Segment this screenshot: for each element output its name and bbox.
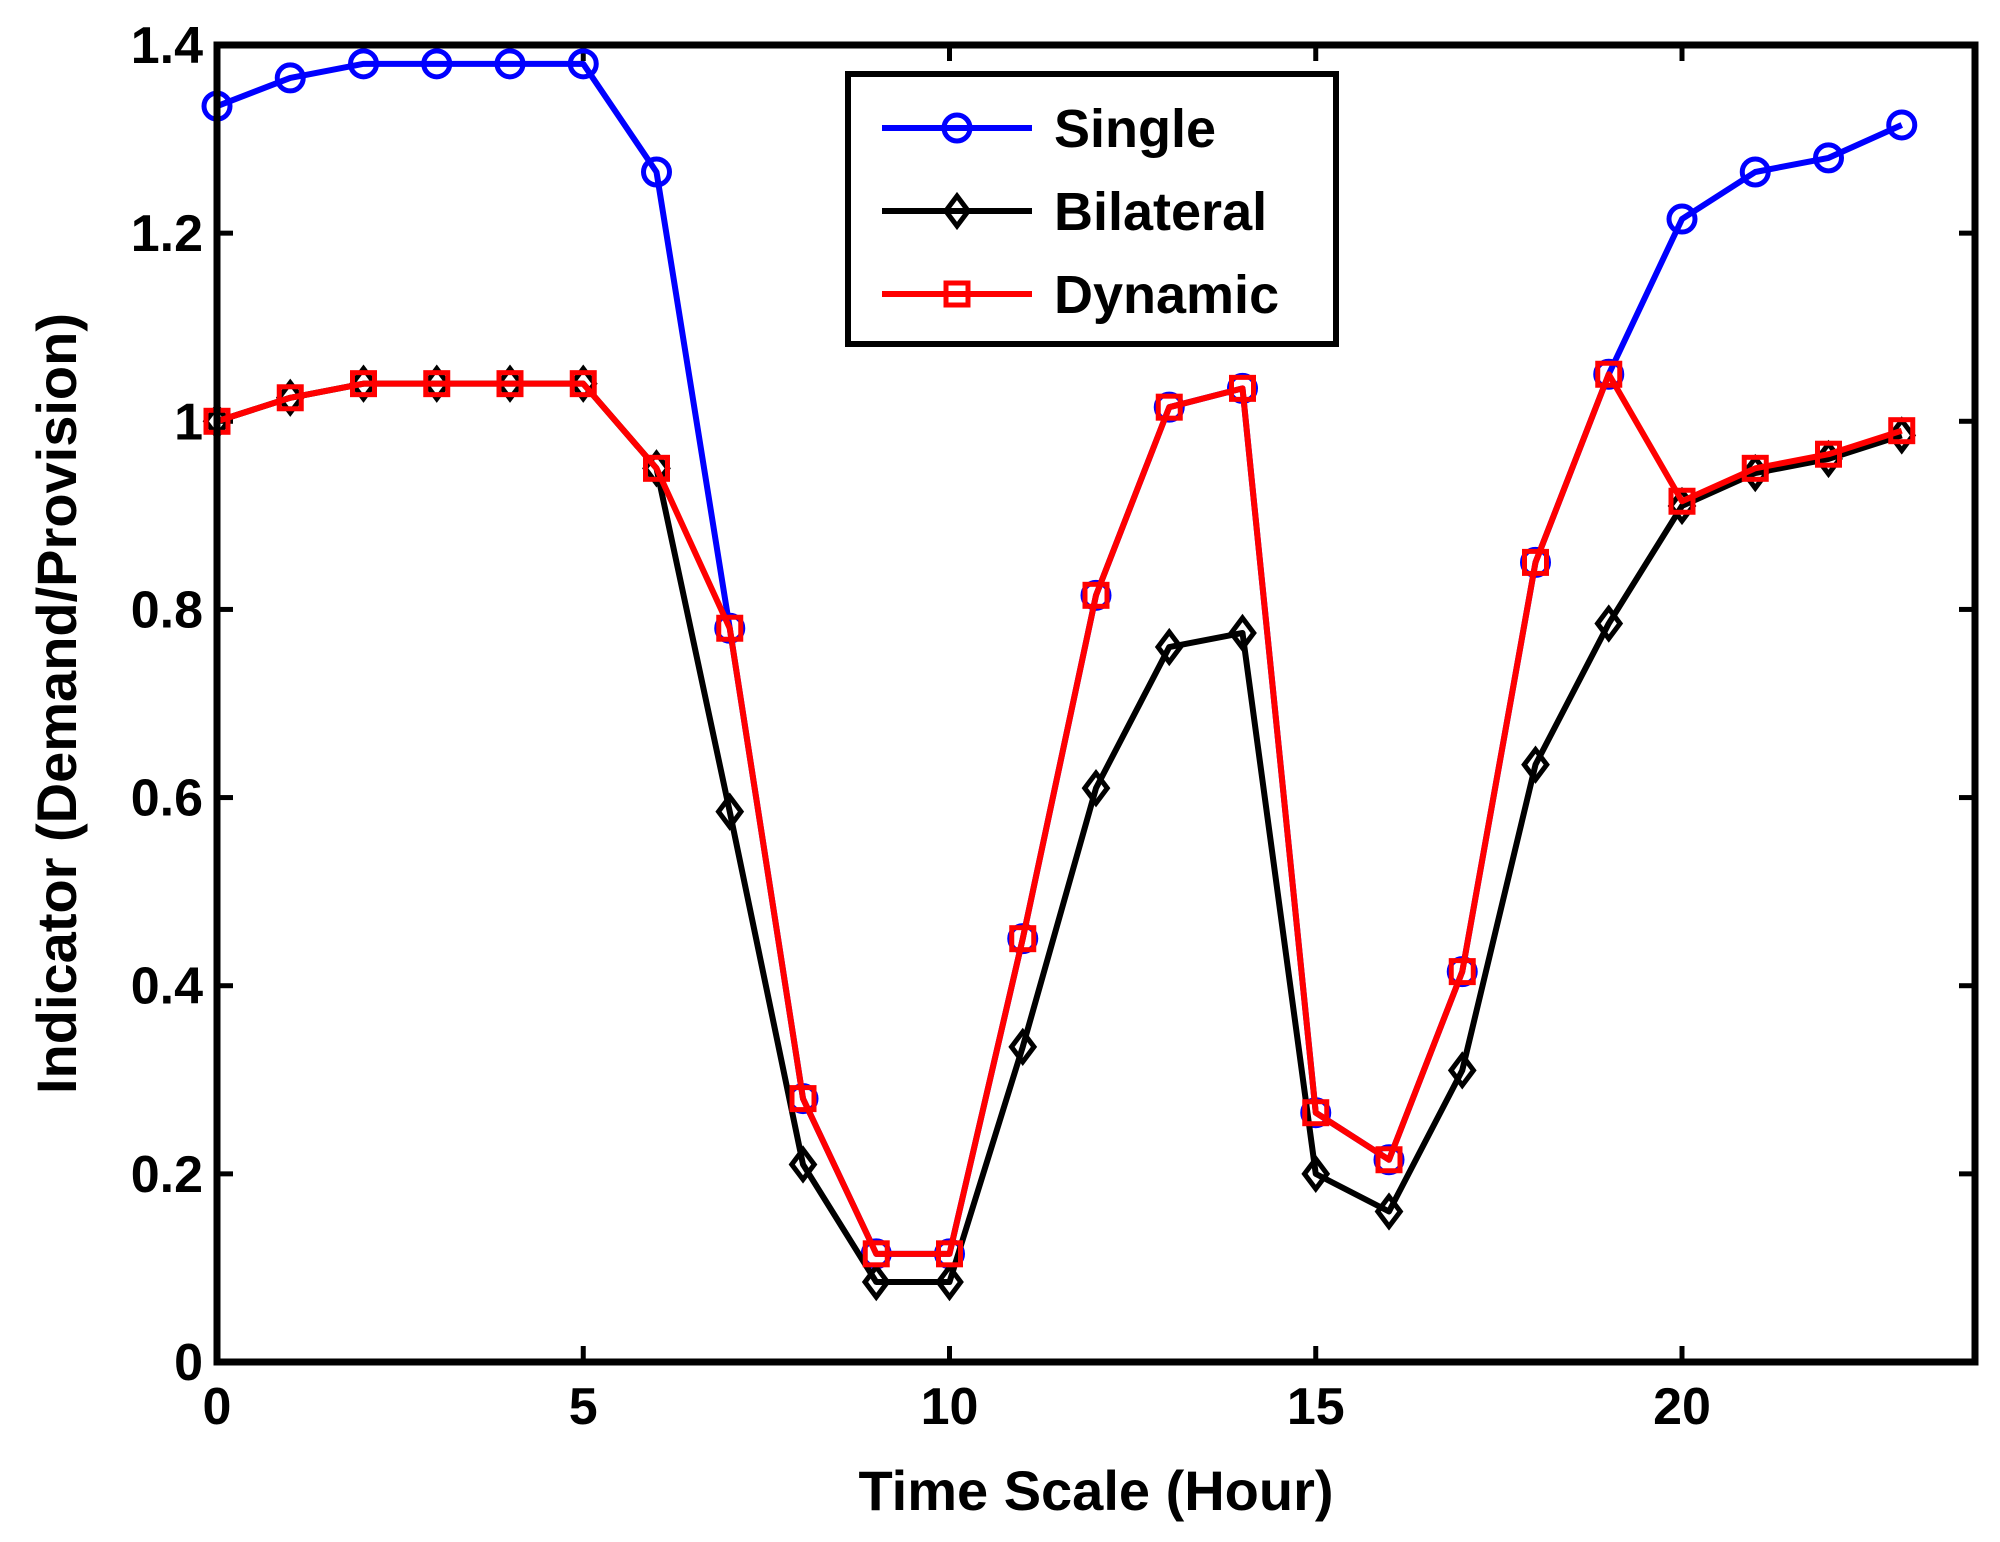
legend-marker	[943, 280, 971, 308]
data-point-dynamic	[643, 454, 670, 482]
data-point-dynamic	[1302, 1099, 1330, 1127]
legend-label: Dynamic	[1054, 265, 1279, 325]
legend: Single Bilateral Dynamic	[845, 71, 1339, 347]
data-point-dynamic	[1448, 958, 1476, 986]
data-point-dynamic	[1082, 581, 1110, 609]
x-axis-label: Time Scale (Hour)	[858, 1459, 1333, 1522]
axis-ticks: 0 5 10 15 20 0 0.2 0.4 0.6 0.8 1 1.2 1.4	[131, 17, 1975, 1436]
legend-marker	[941, 112, 973, 144]
data-point-single	[641, 156, 672, 188]
legend-item-dynamic: Dynamic	[882, 265, 1279, 325]
legend-label: Single	[1054, 99, 1216, 159]
data-point-bilateral	[1301, 1154, 1331, 1194]
axes-frame	[213, 41, 1979, 1366]
data-point-bilateral	[1374, 1192, 1404, 1231]
data-point-single	[421, 48, 453, 80]
x-tick-label: 5	[569, 1378, 598, 1436]
data-point-bilateral	[1594, 604, 1624, 643]
data-point-dynamic	[1375, 1146, 1403, 1174]
data-point-dynamic	[423, 370, 451, 398]
data-point-bilateral	[349, 364, 378, 403]
data-point-dynamic	[350, 370, 377, 398]
data-point-single	[348, 48, 379, 80]
legend-marker	[942, 191, 972, 231]
data-point-dynamic	[496, 370, 524, 398]
data-point-dynamic	[1522, 548, 1549, 576]
legend-item-single: Single	[882, 99, 1216, 159]
data-point-dynamic	[276, 384, 304, 412]
legend-item-bilateral: Bilateral	[882, 182, 1267, 242]
data-point-bilateral	[495, 364, 525, 403]
y-tick-label: 1	[174, 393, 203, 451]
data-point-bilateral	[1008, 1027, 1038, 1067]
data-point-dynamic	[1155, 393, 1183, 421]
data-point-single	[567, 48, 599, 80]
series-dynamic	[203, 360, 1916, 1268]
data-point-dynamic	[1668, 487, 1696, 515]
data-point-single	[1666, 203, 1698, 235]
data-point-dynamic	[789, 1085, 817, 1113]
data-point-dynamic	[1229, 374, 1256, 402]
data-point-bilateral	[1521, 745, 1550, 784]
y-tick-label: 0.6	[131, 770, 203, 828]
data-point-dynamic	[1888, 417, 1916, 445]
data-point-bilateral	[568, 364, 598, 403]
data-point-dynamic	[1009, 925, 1037, 953]
data-point-dynamic	[1815, 440, 1842, 468]
data-point-dynamic	[569, 370, 597, 398]
y-axis-label: Indicator (Demand/Provision)	[25, 313, 88, 1094]
y-tick-label: 0.8	[131, 581, 203, 639]
x-tick-label: 20	[1653, 1378, 1711, 1436]
series-group	[201, 48, 1918, 1302]
legend-box	[845, 71, 1339, 347]
data-point-bilateral	[935, 1262, 964, 1302]
y-tick-label: 0.2	[131, 1146, 203, 1204]
data-point-bilateral	[1447, 1051, 1477, 1090]
data-point-bilateral	[788, 1145, 818, 1184]
x-tick-label: 15	[1287, 1378, 1345, 1436]
data-point-single	[1886, 109, 1918, 141]
y-tick-label: 0.4	[131, 958, 203, 1016]
data-point-bilateral	[861, 1262, 891, 1302]
series-line-dynamic	[216, 371, 1903, 1257]
data-point-bilateral	[1228, 613, 1257, 653]
data-point-dynamic	[1595, 360, 1623, 388]
data-point-dynamic	[936, 1240, 963, 1268]
data-point-single	[1813, 142, 1844, 174]
data-point-single	[494, 48, 526, 80]
y-tick-label: 1.2	[131, 205, 203, 263]
data-point-dynamic	[716, 614, 744, 642]
data-point-single	[274, 62, 306, 94]
y-tick-label: 1.4	[131, 17, 203, 75]
series-bilateral	[202, 364, 1917, 1302]
data-point-bilateral	[1154, 627, 1184, 667]
data-point-dynamic	[862, 1240, 890, 1268]
legend-label: Bilateral	[1054, 182, 1267, 242]
series-line-bilateral	[216, 380, 1903, 1286]
data-point-bilateral	[422, 364, 452, 403]
data-point-bilateral	[275, 378, 305, 417]
data-point-bilateral	[1081, 768, 1111, 808]
data-point-bilateral	[715, 792, 745, 831]
y-tick-label: 0	[174, 1334, 203, 1392]
x-tick-label: 0	[203, 1378, 232, 1436]
x-tick-label: 10	[921, 1378, 979, 1436]
data-point-dynamic	[1741, 454, 1769, 482]
data-point-single	[1739, 156, 1771, 188]
